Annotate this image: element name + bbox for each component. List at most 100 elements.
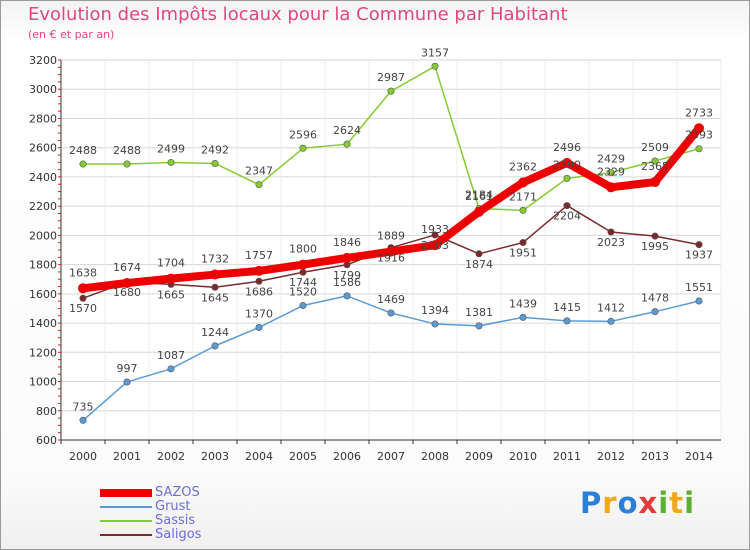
y-tick-label: 600 bbox=[36, 434, 57, 447]
chart-subtitle: (en € et par an) bbox=[28, 28, 115, 41]
data-label-sazos: 1674 bbox=[113, 261, 141, 274]
data-point-sazos bbox=[650, 177, 660, 188]
legend-swatch bbox=[100, 506, 152, 508]
data-point-saligos bbox=[211, 283, 219, 291]
legend-label: SAZOS bbox=[155, 485, 200, 500]
data-point-grust bbox=[519, 313, 527, 321]
data-label-grust: 997 bbox=[117, 362, 138, 375]
data-label-saligos: 1951 bbox=[509, 247, 537, 260]
data-point-grust bbox=[167, 365, 175, 373]
x-tick-label: 2010 bbox=[509, 450, 537, 463]
data-label-saligos: 1645 bbox=[201, 291, 229, 304]
y-tick-label: 2800 bbox=[29, 112, 57, 125]
data-point-sazos bbox=[474, 206, 484, 217]
data-point-sassis bbox=[431, 62, 439, 70]
y-tick-label: 3000 bbox=[29, 83, 57, 96]
data-point-sassis bbox=[123, 160, 131, 168]
x-tick-label: 2000 bbox=[69, 450, 97, 463]
logo-letter: i bbox=[658, 486, 670, 520]
y-tick-label: 2200 bbox=[29, 200, 57, 213]
y-tick-label: 1200 bbox=[29, 346, 57, 359]
data-point-saligos bbox=[651, 232, 659, 240]
data-label-sassis: 2593 bbox=[685, 129, 713, 142]
proxiti-logo: Proxiti bbox=[580, 486, 695, 520]
logo-letter: r bbox=[602, 486, 618, 520]
data-point-grust bbox=[695, 297, 703, 305]
data-point-sassis bbox=[79, 160, 87, 168]
data-label-saligos: 2003 bbox=[421, 239, 449, 252]
y-tick-label: 1400 bbox=[29, 317, 57, 330]
data-point-saligos bbox=[519, 239, 527, 247]
data-label-sassis: 2171 bbox=[509, 190, 537, 203]
data-point-sassis bbox=[167, 158, 175, 166]
data-point-sazos bbox=[694, 123, 704, 134]
data-label-sazos: 1933 bbox=[421, 223, 449, 236]
data-point-saligos bbox=[695, 241, 703, 249]
data-label-sazos: 1704 bbox=[157, 257, 185, 270]
data-label-sazos: 1757 bbox=[245, 249, 273, 262]
data-point-grust bbox=[431, 320, 439, 328]
data-label-grust: 1439 bbox=[509, 297, 537, 310]
data-point-saligos bbox=[299, 268, 307, 276]
data-point-sazos bbox=[254, 265, 264, 276]
data-label-sassis: 2429 bbox=[597, 153, 625, 166]
data-label-grust: 1469 bbox=[377, 293, 405, 306]
data-point-sazos bbox=[342, 252, 352, 263]
data-point-sazos bbox=[298, 259, 308, 270]
x-tick-label: 2005 bbox=[289, 450, 317, 463]
data-point-saligos bbox=[79, 294, 87, 302]
legend-label: Saligos bbox=[155, 527, 202, 542]
data-point-saligos bbox=[255, 277, 263, 285]
data-point-sassis bbox=[651, 157, 659, 165]
data-label-sassis: 3157 bbox=[421, 46, 449, 59]
data-label-grust: 1478 bbox=[641, 292, 669, 305]
data-label-saligos: 1570 bbox=[69, 302, 97, 315]
data-point-sazos bbox=[78, 283, 88, 294]
data-point-sassis bbox=[343, 140, 351, 148]
data-label-sassis: 2596 bbox=[289, 128, 317, 141]
data-label-saligos: 1916 bbox=[377, 252, 405, 265]
data-label-saligos: 1799 bbox=[333, 269, 361, 282]
logo-letter: x bbox=[638, 486, 659, 520]
y-tick-label: 2000 bbox=[29, 229, 57, 242]
x-tick-label: 2014 bbox=[685, 450, 713, 463]
data-point-saligos bbox=[431, 231, 439, 239]
data-point-grust bbox=[299, 302, 307, 310]
data-label-sazos: 2362 bbox=[509, 160, 537, 173]
data-point-sassis bbox=[607, 169, 615, 177]
data-label-sassis: 2492 bbox=[201, 143, 229, 156]
data-point-sassis bbox=[563, 174, 571, 182]
data-point-sassis bbox=[695, 145, 703, 153]
data-label-saligos: 1995 bbox=[641, 240, 669, 253]
data-point-saligos bbox=[607, 228, 615, 236]
data-label-sazos: 1800 bbox=[289, 243, 317, 256]
data-point-sazos bbox=[386, 246, 396, 257]
logo-letter: o bbox=[617, 486, 639, 520]
legend-label: Sassis bbox=[155, 513, 196, 528]
data-point-sassis bbox=[211, 159, 219, 167]
data-point-sazos bbox=[166, 273, 176, 284]
y-tick-label: 3200 bbox=[29, 54, 57, 67]
legend-swatch bbox=[100, 534, 152, 536]
data-point-saligos bbox=[563, 202, 571, 210]
data-label-grust: 1370 bbox=[245, 307, 273, 320]
x-tick-label: 2008 bbox=[421, 450, 449, 463]
data-point-grust bbox=[475, 322, 483, 330]
legend-swatch bbox=[100, 489, 152, 497]
x-tick-label: 2013 bbox=[641, 450, 669, 463]
data-label-sassis: 2488 bbox=[113, 144, 141, 157]
data-point-sazos bbox=[518, 177, 528, 188]
chart-title: Evolution des Impôts locaux pour la Comm… bbox=[28, 4, 568, 25]
y-tick-label: 800 bbox=[36, 405, 57, 418]
data-label-grust: 1520 bbox=[289, 286, 317, 299]
x-tick-label: 2004 bbox=[245, 450, 273, 463]
data-label-saligos: 2204 bbox=[553, 210, 581, 223]
data-label-grust: 1586 bbox=[333, 276, 361, 289]
data-point-grust bbox=[651, 308, 659, 316]
data-label-sazos: 2365 bbox=[641, 160, 669, 173]
y-tick-label: 2400 bbox=[29, 171, 57, 184]
data-point-grust bbox=[343, 292, 351, 300]
data-label-sassis: 2509 bbox=[641, 141, 669, 154]
data-point-sassis bbox=[255, 181, 263, 189]
logo-letter: P bbox=[580, 486, 603, 520]
